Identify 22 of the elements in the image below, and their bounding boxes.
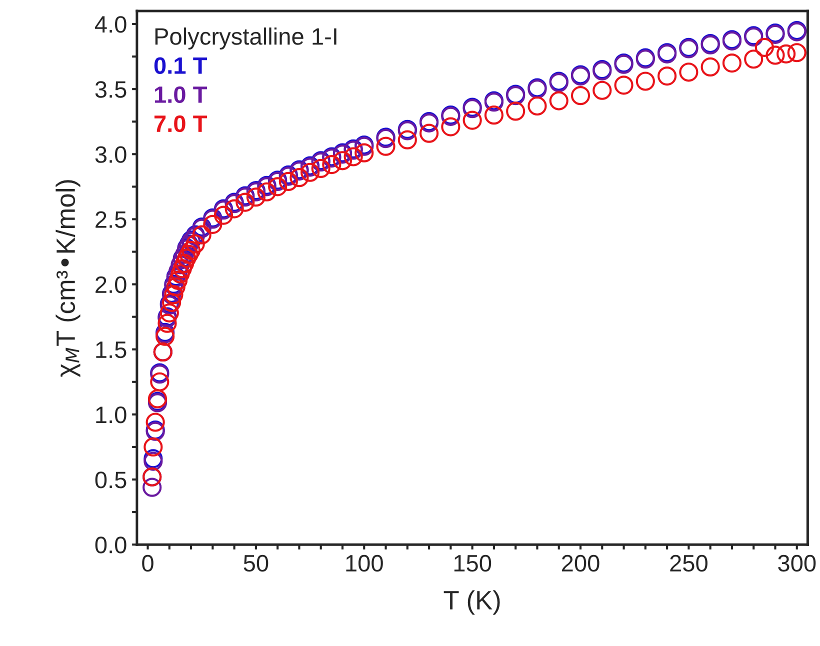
legend-title: Polycrystalline 1-I <box>155 28 336 50</box>
y-tick-label: 0.0 <box>95 536 126 554</box>
y-tick-label: 2.0 <box>96 276 126 294</box>
x-tick-label: 150 <box>454 554 492 572</box>
text: 1.0 T <box>154 86 208 104</box>
x-axis-title: T (K) <box>444 590 500 615</box>
x-tick-label: 300 <box>778 554 816 572</box>
y-tick-label: 1.0 <box>96 406 126 424</box>
y-tick-label: 0.5 <box>95 472 126 488</box>
y-tick-label: 1.5 <box>96 342 126 358</box>
x-tick-label: 50 <box>244 554 268 572</box>
x-tick-label: 0 <box>142 554 154 572</box>
x-tick-label: 250 <box>670 554 708 572</box>
text: 0.1 T <box>154 57 208 74</box>
y-tick-label: 3.0 <box>95 146 126 163</box>
y-tick-label: 2.5 <box>96 211 126 228</box>
y-axis-title: χ$_{M}$T (cm³•K/mol) <box>56 180 80 377</box>
y-tick-label: 3.5 <box>95 81 126 98</box>
y-tick-label: 4.0 <box>94 16 126 33</box>
x-tick-label: 100 <box>346 554 383 572</box>
text: 7.0 T <box>154 115 208 132</box>
x-tick-label: 200 <box>562 554 600 572</box>
